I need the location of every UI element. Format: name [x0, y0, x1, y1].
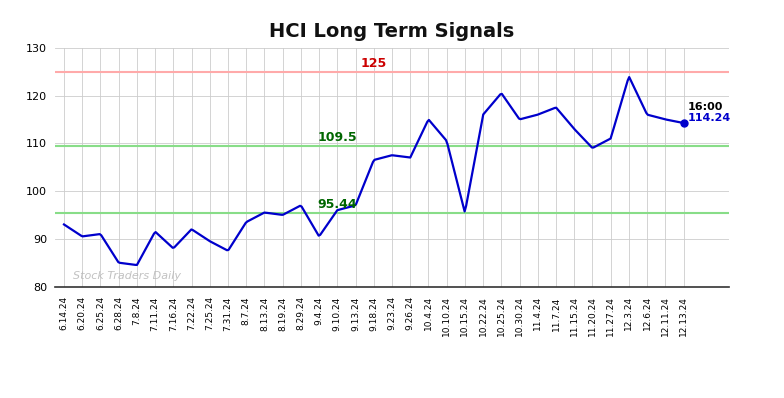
Text: 125: 125 — [361, 57, 387, 70]
Text: Stock Traders Daily: Stock Traders Daily — [73, 271, 181, 281]
Title: HCI Long Term Signals: HCI Long Term Signals — [270, 21, 514, 41]
Text: 109.5: 109.5 — [318, 131, 358, 144]
Text: 16:00: 16:00 — [688, 101, 723, 112]
Text: 114.24: 114.24 — [688, 113, 731, 123]
Text: 95.44: 95.44 — [318, 198, 358, 211]
